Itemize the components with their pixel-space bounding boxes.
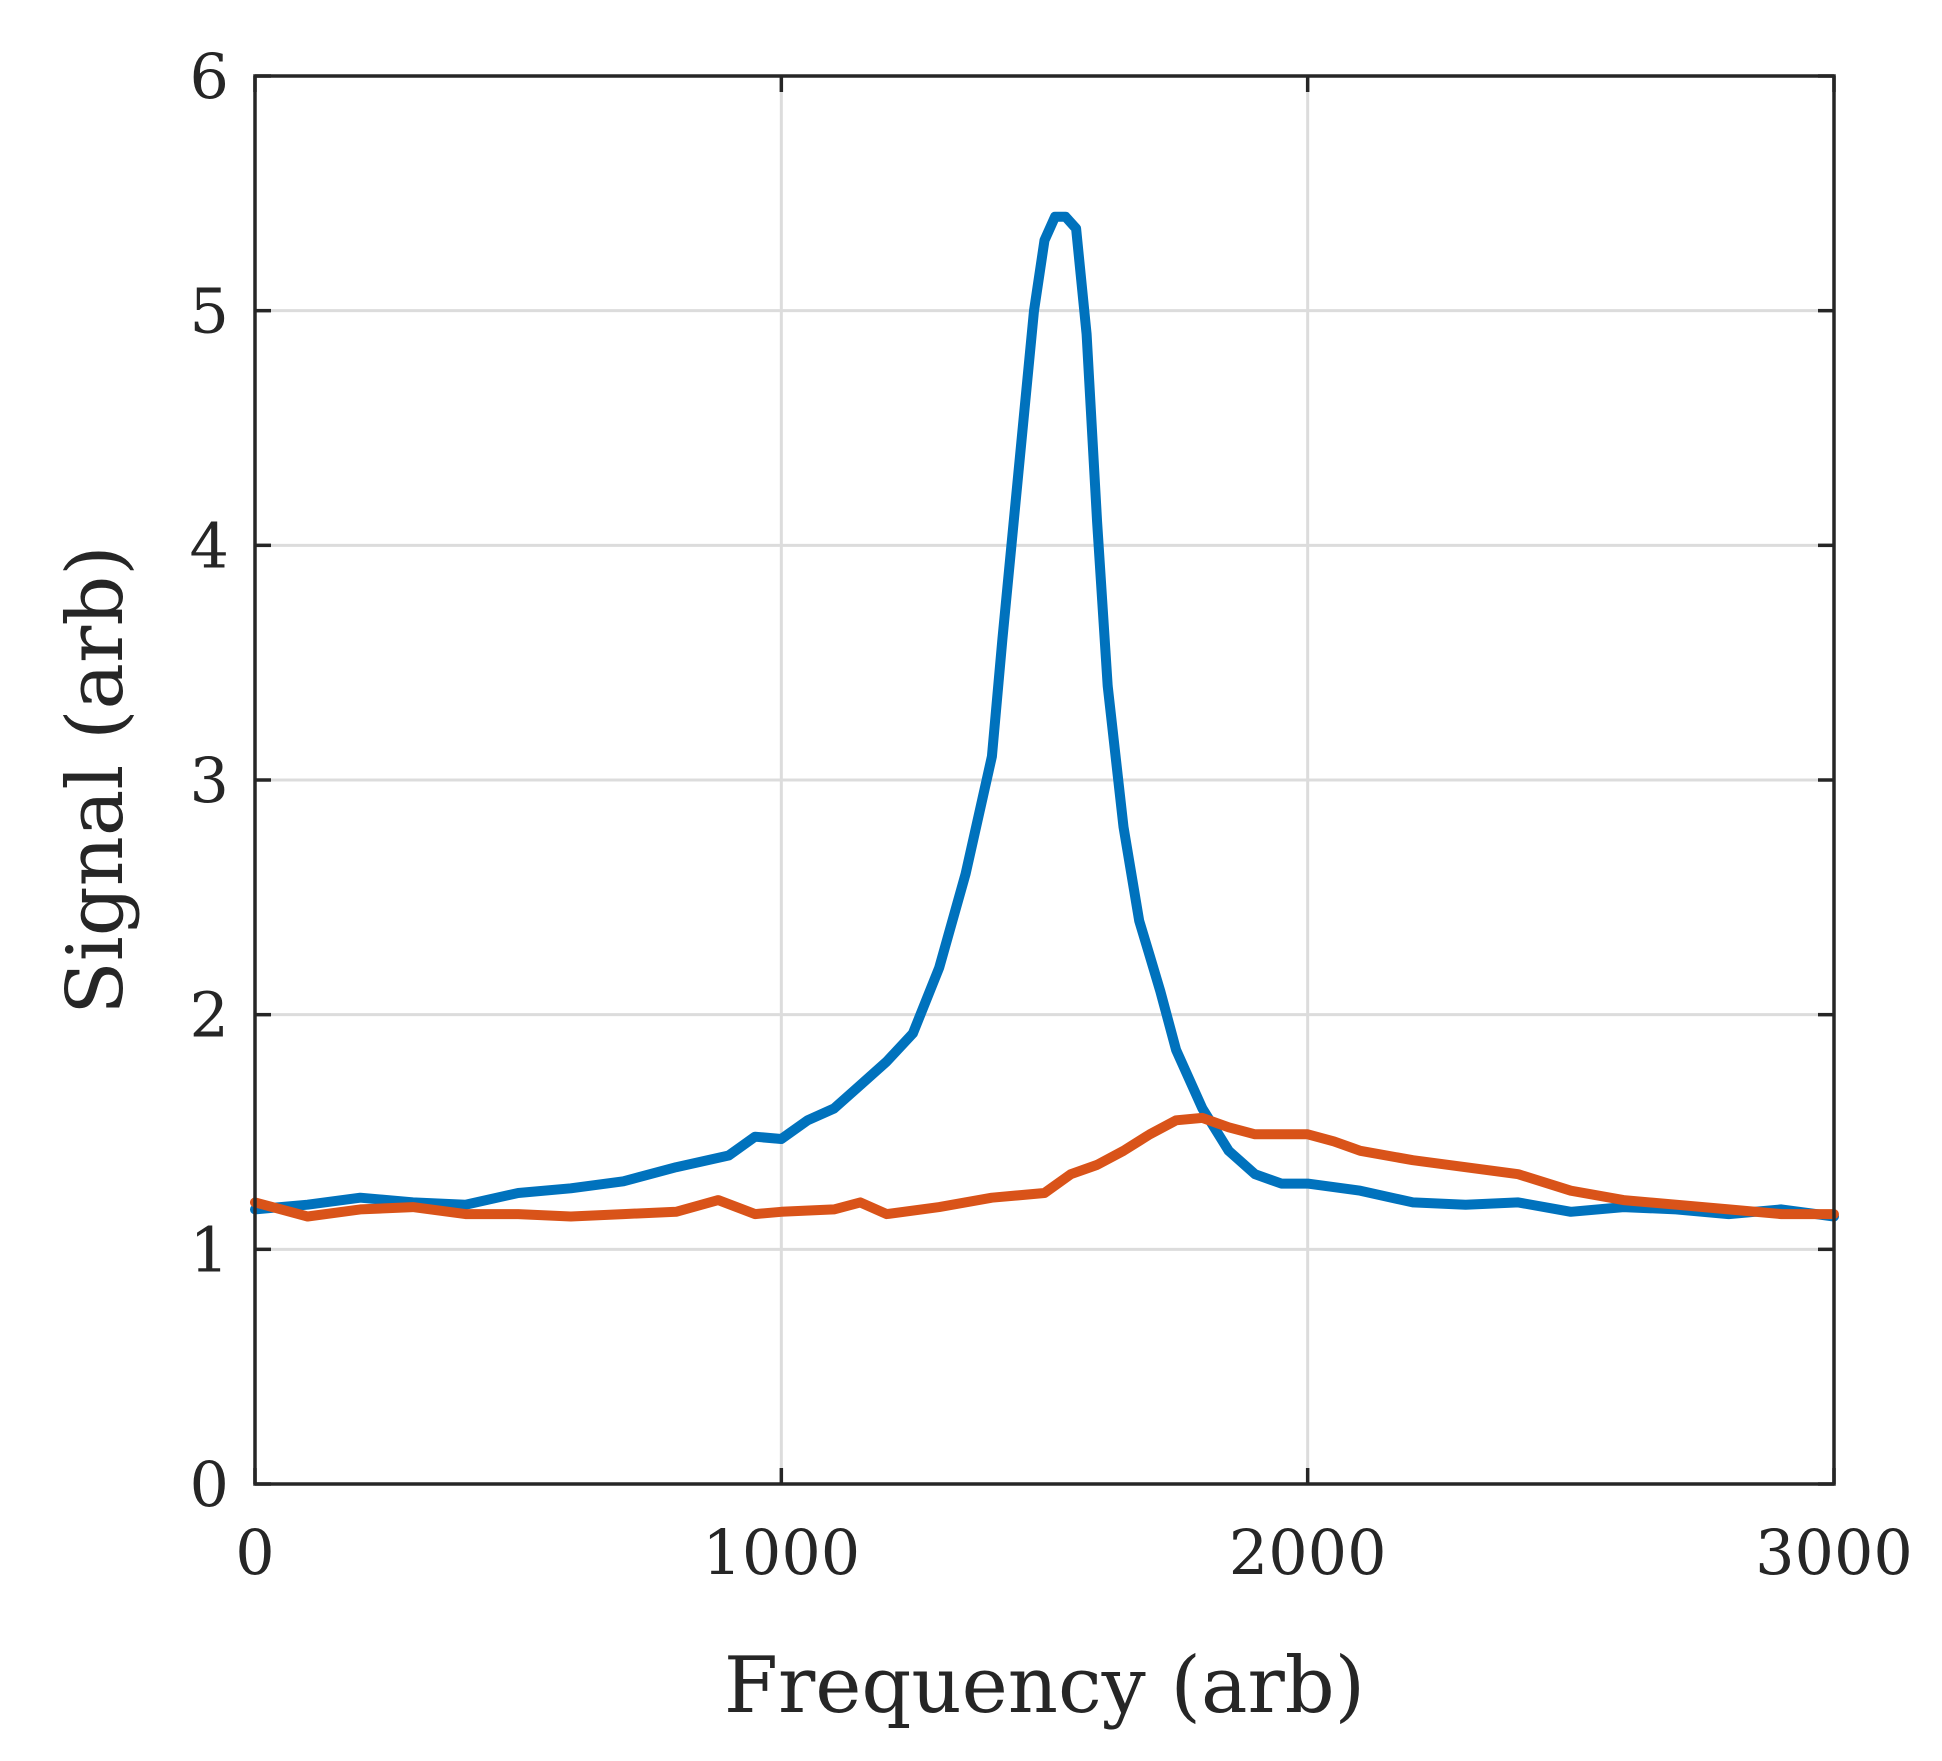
x-tick-label: 3000 bbox=[1755, 1516, 1913, 1589]
y-tick-label: 4 bbox=[190, 509, 229, 582]
y-axis-title: Signal (arb) bbox=[51, 545, 141, 1014]
y-tick-label: 0 bbox=[190, 1448, 229, 1521]
data-series bbox=[250, 211, 1839, 1222]
grid-lines bbox=[255, 76, 1834, 1484]
x-tick-label: 1000 bbox=[702, 1516, 860, 1589]
series-line-1 bbox=[250, 211, 1839, 1222]
x-tick-label: 0 bbox=[235, 1516, 274, 1589]
y-tick-label: 3 bbox=[190, 744, 229, 817]
y-tick-label: 2 bbox=[190, 979, 229, 1052]
y-tick-label: 1 bbox=[190, 1213, 229, 1286]
x-tick-label: 2000 bbox=[1229, 1516, 1387, 1589]
y-tick-label: 6 bbox=[190, 40, 229, 113]
y-tick-label: 5 bbox=[190, 275, 229, 348]
series-line-2 bbox=[250, 1112, 1839, 1222]
y-tick-labels: 0 1 2 3 4 5 6 bbox=[190, 40, 229, 1521]
x-tick-labels: 0 1000 2000 3000 bbox=[235, 1516, 1913, 1589]
axis-ticks bbox=[253, 74, 1836, 1486]
x-axis-title: Frequency (arb) bbox=[724, 1641, 1365, 1731]
